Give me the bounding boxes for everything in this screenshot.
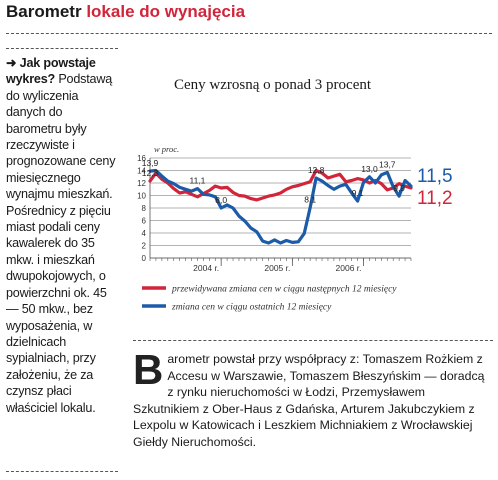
sidebar-text: Podstawą do wyliczenia danych do baromet…	[6, 72, 116, 415]
credits-text: arometr powstał przy współpracy z: Tomas…	[133, 352, 485, 449]
end-value-label: 11,2	[417, 188, 453, 209]
y-tick-label: 6	[142, 217, 147, 226]
y-tick-label: 2	[142, 242, 147, 251]
y-tick-label: 8	[142, 204, 147, 213]
data-label: 13,7	[379, 159, 396, 169]
y-tick-label: 10	[137, 192, 146, 201]
data-label: 12,8	[308, 165, 325, 175]
credits-dropcap: B	[133, 346, 164, 393]
header-divider	[6, 33, 492, 34]
sidebar-lead: ➜ Jak powstaje wykres?	[6, 56, 96, 87]
sidebar-top-divider	[6, 48, 118, 49]
credits-box: B arometr powstał przy współpracy z: Tom…	[133, 346, 493, 451]
x-tick-label: 2004 r.	[193, 263, 219, 273]
x-tick-label: 2006 r.	[336, 263, 362, 273]
credits-top-divider	[133, 340, 493, 341]
series-line-0	[148, 168, 413, 202]
y-tick-label: 14	[137, 167, 146, 176]
x-tick-label: 2005 r.	[264, 263, 290, 273]
y-tick-label: 12	[137, 179, 146, 188]
y-axis-label: w proc.	[154, 144, 179, 154]
page-header: Barometr lokale do wynajęcia	[6, 2, 245, 22]
y-tick-label: 4	[142, 229, 147, 238]
header-title: Barometr	[6, 2, 82, 21]
end-value-label: 11,5	[417, 166, 453, 187]
header-subtitle: lokale do wynajęcia	[86, 2, 246, 21]
data-label: 13,0	[361, 164, 378, 174]
y-tick-label: 16	[137, 154, 146, 163]
legend-label: przewidywana zmiana cen w ciągu następny…	[171, 285, 397, 295]
data-label: 8,1	[304, 194, 316, 204]
data-label: 9,9	[393, 183, 405, 193]
sidebar-note: ➜ Jak powstaje wykres? Podstawą do wylic…	[6, 55, 118, 416]
data-label: 11,1	[189, 176, 205, 186]
data-label: 9,1	[352, 188, 364, 198]
data-label: 13,9	[142, 158, 159, 168]
y-tick-label: 0	[142, 254, 147, 263]
data-label: 8,0	[215, 195, 227, 205]
series-line-1	[148, 168, 413, 245]
data-label: 12,3	[142, 168, 159, 178]
chart-title: Ceny wzrosną o ponad 3 procent	[174, 77, 372, 93]
sidebar-bottom-divider	[6, 471, 118, 472]
legend-label: zmiana cen w ciągu ostatnich 12 miesięcy	[171, 303, 332, 313]
line-chart: 0 2 4 6 8 10 12 14 16 w proc. 2004 r. 2005 r. 2006 r…	[137, 144, 453, 313]
